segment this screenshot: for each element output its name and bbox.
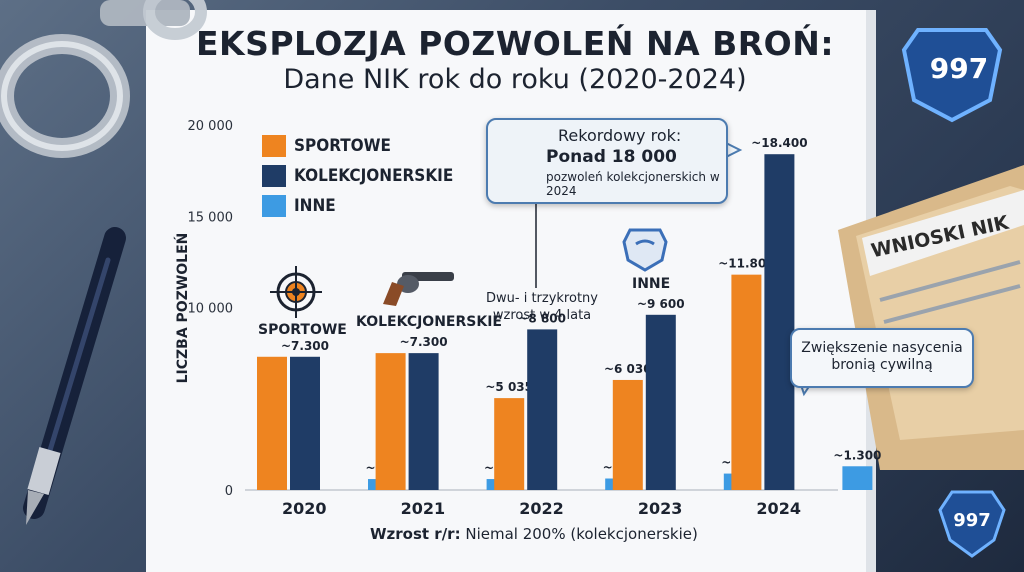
- legend-item-kolekcjonerskie: KOLEKCJONERSKIE: [262, 164, 453, 188]
- x-tick-label: 2023: [638, 499, 683, 518]
- legend-label-inne: INNE: [294, 196, 336, 216]
- bar-kolekcjonerskie-2024: [764, 154, 795, 490]
- callout-line3: pozwoleń kolekcjonerskich w 2024: [546, 170, 720, 198]
- bar-inne-2024: [842, 466, 873, 490]
- bar-sportowe-2022: [494, 398, 525, 490]
- revolver-icon: [383, 272, 454, 306]
- y-tick-label: 10 000: [188, 302, 234, 317]
- legend-label-kolekcjonerskie: KOLEKCJONERSKIE: [294, 166, 454, 186]
- page-subtitle: Dane NIK rok do roku (2020-2024): [283, 64, 747, 95]
- legend-item-sportowe: SPORTOWE: [262, 134, 391, 158]
- data-label-inne-2024: ~1.300: [833, 448, 881, 462]
- saturation-bubble-text: Zwiększenie nasycenia bronią cywilną: [801, 340, 963, 373]
- legend-swatch-inne: [262, 195, 286, 217]
- x-tick-label: 2021: [401, 499, 446, 518]
- y-tick-label: 15 000: [188, 210, 234, 225]
- badge-top-number: 997: [929, 52, 989, 85]
- legend-swatch-sportowe: [262, 135, 286, 157]
- data-label-kolekcjonerskie-2020: ~7.300: [281, 339, 329, 353]
- bar-sportowe-2023: [612, 379, 643, 490]
- pen-icon: [23, 227, 126, 525]
- bar-kolekcjonerskie-2020: [290, 356, 320, 490]
- callout-line2: Ponad 18 000: [546, 147, 677, 167]
- bar-sportowe-2024: [731, 274, 762, 490]
- target-icon: [270, 266, 322, 318]
- data-label-sportowe-2024: ~11.800: [718, 257, 774, 271]
- badge-bottom-number: 997: [953, 510, 991, 531]
- data-label-kolekcjonerskie-2022: ~8 800: [518, 311, 566, 325]
- growth-footer-text: Niemal 200% (kolekcjonerskie): [460, 525, 698, 543]
- y-tick-label: 20 000: [188, 119, 234, 134]
- data-label-sportowe-2023: ~6 030: [604, 362, 652, 376]
- police-badge-small-icon: [938, 490, 1006, 558]
- growth-footer: Wzrost r/r: Niemal 200% (kolekcjonerskie…: [370, 525, 698, 543]
- police-badge-icon: [901, 28, 1003, 123]
- legend-swatch-kolekcjonerskie: [262, 165, 286, 187]
- bar-kolekcjonerskie-2023: [645, 314, 676, 490]
- y-axis-label: LICZBA POZWOLEŃ: [175, 232, 191, 384]
- x-tick-label: 2022: [519, 499, 564, 518]
- data-label-kolekcjonerskie-2024: ~18.400: [751, 136, 807, 150]
- icon-label-inne: INNE: [632, 276, 671, 292]
- growth-note: Dwu- i trzykrotny wzrost w 4 lata: [486, 291, 598, 323]
- bar-kolekcjonerskie-2021: [408, 353, 439, 490]
- x-tick-label: 2020: [282, 499, 327, 518]
- icon-label-kolekcjonerskie: KOLEKCJONERSKIE: [356, 314, 502, 330]
- page-title: EKSPLOZJA POZWOLEŃ NA BROŃ:: [195, 24, 835, 63]
- y-tick-label: 0: [225, 484, 233, 499]
- x-tick-label: 2024: [756, 499, 801, 518]
- saturation-bubble: Zwiększenie nasycenia bronią cywilną: [790, 328, 974, 388]
- record-callout: Rekordowy rok: Ponad 18 000 pozwoleń kol…: [486, 118, 728, 204]
- icon-label-sportowe: SPORTOWE: [258, 322, 347, 338]
- legend-item-inne: INNE: [262, 194, 336, 218]
- bar-sportowe-2020: [257, 356, 287, 490]
- callout-line1: Rekordowy rok:: [558, 126, 682, 145]
- data-label-sportowe-2022: ~5 035: [485, 380, 533, 394]
- handcuffs-icon: [0, 0, 207, 158]
- folder-icon: [838, 165, 1024, 470]
- data-label-kolekcjonerskie-2023: ~9 600: [637, 297, 685, 311]
- badge-icon: [622, 228, 668, 272]
- bar-sportowe-2021: [375, 353, 406, 490]
- bar-kolekcjonerskie-2022: [527, 329, 558, 490]
- data-label-kolekcjonerskie-2021: ~7.300: [400, 335, 448, 349]
- growth-footer-label: Wzrost r/r:: [370, 525, 461, 543]
- legend-label-sportowe: SPORTOWE: [294, 136, 391, 156]
